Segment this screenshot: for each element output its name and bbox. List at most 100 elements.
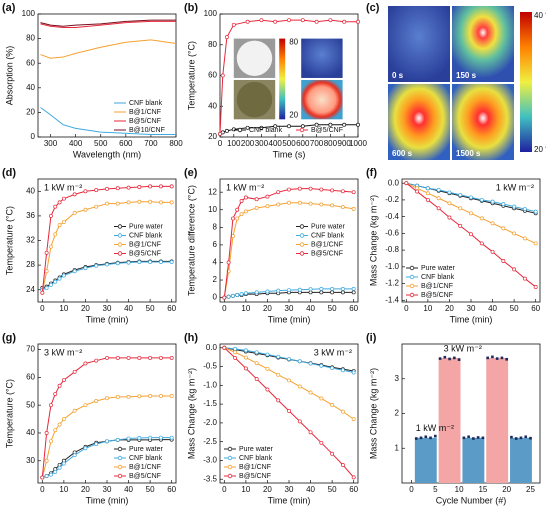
data-point <box>148 260 153 264</box>
cycle-point <box>505 357 508 361</box>
data-point <box>447 190 452 195</box>
legend-marker <box>299 127 305 133</box>
cycle-point <box>472 437 475 440</box>
x-tick-label: 0 <box>404 304 409 313</box>
data-point <box>479 241 484 246</box>
data-point <box>351 290 356 295</box>
y-tick-label: -0.5 <box>203 362 217 371</box>
data-point <box>137 199 142 204</box>
y-tick-label: 60 <box>26 58 35 67</box>
legend-label: CNF blank <box>239 455 273 462</box>
cycle-point <box>467 435 470 439</box>
cycle-point <box>481 436 485 440</box>
legend-marker <box>117 242 123 247</box>
data-point <box>308 361 313 366</box>
data-point <box>328 122 333 127</box>
x-axis-label: Time (min) <box>268 495 311 505</box>
data-point <box>447 201 452 206</box>
data-point <box>105 439 109 444</box>
data-point <box>458 223 463 228</box>
x-tick-label: 300 <box>44 139 58 148</box>
data-point <box>137 436 142 440</box>
x-tick-label: 0 <box>40 304 45 313</box>
data-point <box>94 263 99 268</box>
data-point <box>105 262 109 267</box>
x-tick-label: 20 <box>445 304 454 313</box>
x-tick-label: 25 <box>526 485 535 494</box>
bar <box>414 437 437 483</box>
legend-marker <box>299 242 305 247</box>
data-point <box>94 442 99 447</box>
data-point <box>308 201 313 206</box>
x-tick-label: 60 <box>531 304 540 313</box>
legend-label: B@10/CNF <box>129 127 165 134</box>
y-tick-label: 60 <box>208 71 217 80</box>
plot-frame <box>37 343 177 484</box>
data-point <box>245 19 250 24</box>
colorbar-label: 20 °C <box>534 145 546 154</box>
cycle-point <box>529 436 532 440</box>
data-point <box>83 189 88 194</box>
y-axis-label: Mass Change (kg m⁻²) <box>368 368 378 459</box>
x-axis-label: Time (min) <box>268 314 311 324</box>
x-tick-label: 900 <box>338 139 352 148</box>
y-tick-label: -2.5 <box>203 437 217 446</box>
cycle-point <box>419 436 423 440</box>
data-point <box>115 394 120 399</box>
x-tick-label: 20 <box>81 485 90 494</box>
data-point <box>319 187 324 192</box>
x-tick-label: 300 <box>255 139 269 148</box>
data-point <box>342 19 347 24</box>
series-line <box>40 107 176 136</box>
data-point <box>342 122 347 127</box>
x-tick-label: 50 <box>328 485 337 494</box>
cycle-point <box>476 436 480 439</box>
data-point <box>533 241 538 246</box>
legend-marker <box>117 251 123 256</box>
data-point <box>44 250 49 255</box>
data-point <box>300 124 305 129</box>
data-point <box>265 387 270 392</box>
x-tick-label: 800 <box>324 139 338 148</box>
y-tick-label: -0.2 <box>385 195 399 204</box>
data-point <box>287 18 291 23</box>
data-point <box>235 207 240 212</box>
legend-label: B@1/CNF <box>129 109 161 116</box>
data-point <box>105 201 109 206</box>
data-point <box>233 355 238 360</box>
data-point <box>61 417 66 422</box>
y-tick-label: 100 <box>204 9 218 18</box>
data-point <box>115 186 120 191</box>
data-point <box>83 403 88 408</box>
x-tick-label: 20 <box>263 485 272 494</box>
data-point <box>308 390 313 395</box>
data-point <box>83 207 88 212</box>
data-point <box>243 209 248 214</box>
panel-label: (g) <box>2 332 16 344</box>
data-point <box>425 191 430 196</box>
data-point <box>319 286 324 291</box>
data-point <box>415 189 420 194</box>
data-point <box>224 128 229 133</box>
annotation: 1 kW m⁻² <box>496 182 534 192</box>
data-point <box>273 19 278 24</box>
data-point <box>297 186 302 191</box>
x-tick-label: 10 <box>455 485 464 494</box>
x-tick-label: 15 <box>478 485 487 494</box>
data-point <box>330 286 335 291</box>
x-tick-label: 5 <box>433 485 438 494</box>
data-point <box>239 199 244 203</box>
data-point <box>490 199 495 204</box>
data-point <box>490 249 495 254</box>
data-point <box>233 346 238 351</box>
legend-marker <box>409 292 415 298</box>
data-point <box>126 355 131 360</box>
data-point <box>44 431 49 435</box>
x-axis-label: Cycle Number (#) <box>436 495 507 505</box>
y-tick-label: 10 <box>208 205 217 214</box>
cycle-point <box>438 357 442 360</box>
cycle-point <box>486 356 489 360</box>
data-point <box>458 192 463 197</box>
series-line <box>42 260 172 289</box>
data-point <box>115 261 120 266</box>
